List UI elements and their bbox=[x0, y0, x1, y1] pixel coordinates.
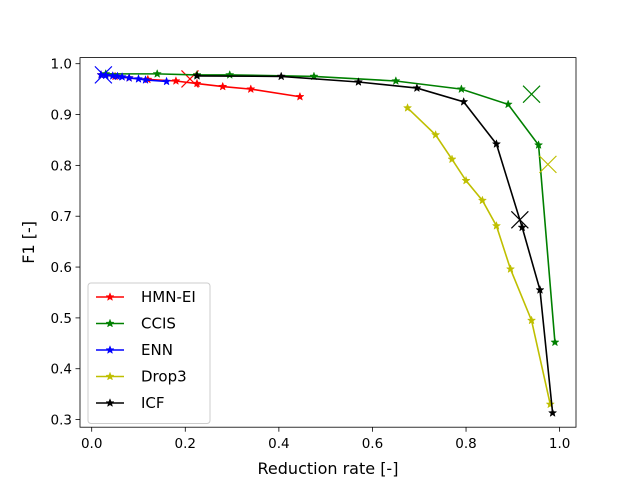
data-point bbox=[108, 70, 118, 80]
data-point bbox=[535, 285, 545, 294]
data-point bbox=[161, 76, 172, 86]
data-point bbox=[459, 96, 469, 106]
data-point bbox=[353, 77, 364, 86]
data-point bbox=[412, 83, 422, 93]
data-point bbox=[192, 70, 202, 80]
data-point bbox=[402, 103, 413, 112]
legend-marker bbox=[105, 292, 115, 301]
data-point bbox=[491, 139, 502, 148]
data-point bbox=[276, 71, 286, 81]
x-tick-label: 0.0 bbox=[81, 436, 102, 452]
y-tick-label: 0.6 bbox=[51, 260, 72, 276]
legend-entry-ccis: CCIS bbox=[96, 315, 176, 333]
data-point bbox=[447, 154, 457, 164]
legend-box bbox=[87, 282, 211, 424]
series-icf bbox=[192, 70, 558, 417]
series-enn bbox=[94, 65, 172, 86]
legend: HMN-EI CCIS ENN Drop3 ICF bbox=[87, 282, 211, 424]
y-tick-label: 0.8 bbox=[51, 158, 72, 174]
data-point bbox=[430, 129, 441, 139]
data-point bbox=[505, 264, 516, 274]
cross-marker bbox=[522, 85, 541, 104]
y-tick-label: 0.9 bbox=[51, 108, 72, 124]
data-point bbox=[517, 222, 527, 232]
data-point bbox=[503, 99, 513, 109]
y-tick-label: 1.0 bbox=[51, 57, 72, 73]
x-tick-label: 0.8 bbox=[455, 436, 476, 452]
x-tick-label: 0.2 bbox=[175, 436, 196, 452]
data-point bbox=[140, 75, 151, 84]
data-point bbox=[218, 81, 228, 91]
legend-entry-drop3: Drop3 bbox=[96, 368, 187, 386]
data-point bbox=[295, 91, 305, 101]
data-point bbox=[117, 72, 127, 81]
legend-marker bbox=[105, 345, 115, 354]
data-point bbox=[112, 71, 123, 81]
legend-entry-hmn-ei: HMN-EI bbox=[96, 288, 196, 306]
cross-marker bbox=[538, 155, 557, 174]
data-point bbox=[547, 408, 558, 417]
data-point bbox=[133, 74, 144, 83]
legend-entry-icf: ICF bbox=[96, 394, 165, 412]
cross-marker bbox=[94, 65, 113, 84]
x-tick-label: 0.4 bbox=[268, 436, 289, 452]
legend-label: Drop3 bbox=[141, 368, 187, 386]
y-tick-label: 0.3 bbox=[51, 413, 72, 429]
y-tick-label: 0.4 bbox=[51, 362, 72, 378]
data-point bbox=[171, 76, 181, 85]
legend-label: ICF bbox=[141, 394, 165, 412]
legend-label: ENN bbox=[141, 341, 173, 359]
series-layer bbox=[94, 65, 560, 417]
data-point bbox=[456, 84, 467, 94]
data-point bbox=[461, 175, 471, 185]
data-point bbox=[491, 220, 502, 230]
cross-marker bbox=[510, 210, 529, 229]
legend-label: HMN-EI bbox=[141, 288, 196, 306]
legend-marker bbox=[105, 318, 115, 328]
data-point bbox=[152, 68, 162, 78]
data-point bbox=[246, 84, 256, 94]
legend-marker bbox=[105, 398, 115, 407]
data-point bbox=[550, 337, 560, 347]
data-point bbox=[533, 140, 544, 150]
legend-marker bbox=[105, 371, 115, 381]
y-axis-label: F1 [-] bbox=[19, 221, 38, 264]
data-point bbox=[477, 195, 488, 205]
data-point bbox=[124, 73, 134, 82]
axes-layer: 0.0 0.2 0.4 0.6 0.8 1.0 0.3 0.4 0.5 0.6 0.7 0.8 0.9 1… bbox=[51, 57, 571, 452]
series-drop3 bbox=[402, 103, 557, 409]
y-tick-label: 0.7 bbox=[51, 209, 72, 225]
data-point bbox=[526, 315, 537, 325]
data-point bbox=[391, 76, 401, 85]
data-point bbox=[545, 399, 555, 409]
legend-entry-enn: ENN bbox=[96, 341, 173, 359]
plot-frame bbox=[79, 57, 577, 428]
legend-label: CCIS bbox=[141, 315, 176, 333]
x-axis-label: Reduction rate [-] bbox=[258, 459, 399, 478]
y-tick-label: 0.5 bbox=[51, 311, 72, 327]
series-line bbox=[105, 73, 556, 343]
x-tick-label: 0.6 bbox=[362, 436, 383, 452]
x-tick-label: 1.0 bbox=[549, 436, 570, 452]
